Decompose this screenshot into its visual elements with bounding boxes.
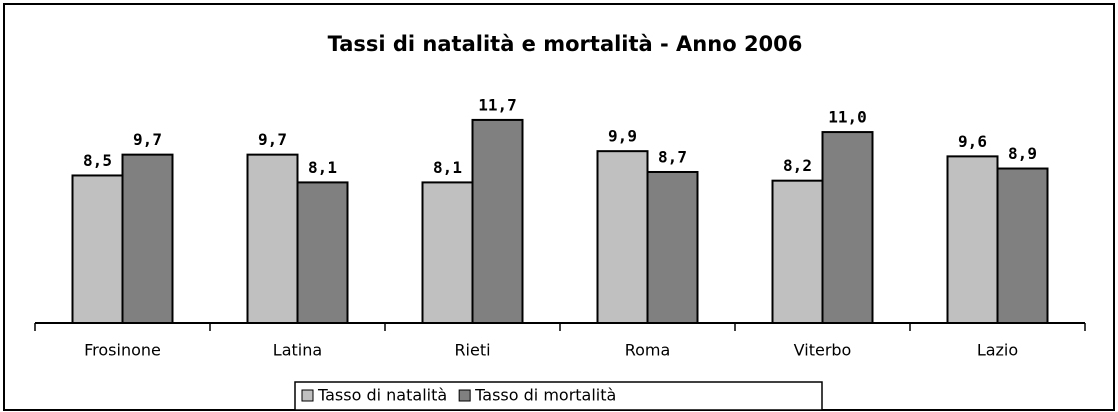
bar: [421, 181, 474, 324]
value-label: 9,9: [608, 127, 637, 146]
chart-frame: [3, 3, 1115, 411]
value-label: 9,6: [958, 132, 987, 151]
bar: [996, 167, 1049, 324]
value-label: 11,0: [828, 108, 867, 127]
bar: [771, 179, 824, 324]
bar: [71, 174, 124, 324]
bar: [946, 155, 999, 324]
x-tick-label: Viterbo: [794, 341, 852, 360]
bar: [246, 153, 299, 324]
bar: [296, 181, 349, 324]
legend-swatch: [301, 389, 314, 402]
bar: [471, 118, 524, 324]
bar: [646, 170, 699, 324]
value-label: 9,7: [133, 130, 162, 149]
value-label: 9,7: [258, 130, 287, 149]
value-label: 8,7: [658, 147, 687, 166]
legend-label: Tasso di natalità: [317, 386, 447, 405]
legend-label: Tasso di mortalità: [474, 386, 616, 405]
bar: [821, 131, 874, 324]
legend: [294, 381, 823, 411]
value-label: 11,7: [478, 95, 517, 114]
value-label: 8,2: [783, 156, 812, 175]
chart-title: Tassi di natalità e mortalità - Anno 200…: [328, 32, 803, 56]
bar: [596, 150, 649, 324]
x-tick-label: Latina: [273, 341, 322, 360]
value-label: 8,5: [83, 151, 112, 170]
bar: [121, 153, 174, 324]
x-tick-label: Lazio: [977, 341, 1018, 360]
value-label: 8,9: [1008, 144, 1037, 163]
legend-swatch: [458, 389, 471, 402]
x-tick-label: Frosinone: [84, 341, 161, 360]
x-tick-label: Rieti: [454, 341, 490, 360]
value-label: 8,1: [308, 158, 337, 177]
value-label: 8,1: [433, 158, 462, 177]
x-tick-label: Roma: [625, 341, 671, 360]
